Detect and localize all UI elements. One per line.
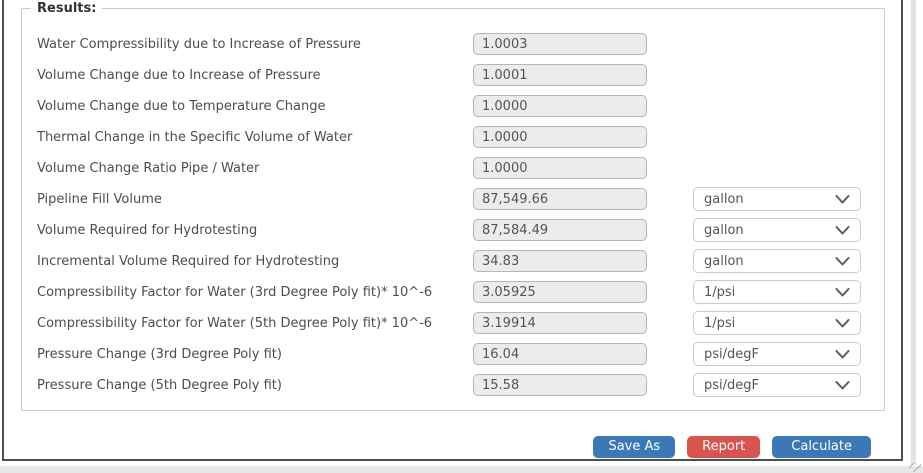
result-value-input[interactable] bbox=[473, 64, 647, 86]
result-label: Compressibility Factor for Water (5th De… bbox=[37, 315, 433, 331]
result-value-input[interactable] bbox=[473, 188, 647, 210]
unit-select[interactable]: gallon bbox=[693, 187, 861, 211]
result-label: Pressure Change (5th Degree Poly fit) bbox=[37, 377, 282, 393]
result-value-input[interactable] bbox=[473, 343, 647, 365]
unit-select[interactable]: psi/degF bbox=[693, 373, 861, 397]
results-legend-text: Results: bbox=[37, 1, 97, 16]
report-button[interactable]: Report bbox=[687, 436, 761, 458]
chevron-down-icon bbox=[835, 225, 850, 235]
unit-select-value: psi/degF bbox=[704, 346, 759, 362]
result-value-input[interactable] bbox=[473, 281, 647, 303]
result-row: Volume Change due to Temperature Change bbox=[37, 94, 884, 118]
result-row: Pressure Change (3rd Degree Poly fit) ps… bbox=[37, 342, 884, 366]
result-value-input[interactable] bbox=[473, 157, 647, 179]
result-label: Pressure Change (3rd Degree Poly fit) bbox=[37, 346, 282, 362]
chevron-down-icon bbox=[835, 349, 850, 359]
calculate-button[interactable]: Calculate bbox=[772, 436, 871, 458]
result-row: Thermal Change in the Specific Volume of… bbox=[37, 125, 884, 149]
chevron-down-icon bbox=[835, 287, 850, 297]
unit-select[interactable]: 1/psi bbox=[693, 280, 861, 304]
unit-select-value: gallon bbox=[704, 253, 744, 269]
result-label: Incremental Volume Required for Hydrotes… bbox=[37, 253, 340, 269]
result-row: Pressure Change (5th Degree Poly fit) ps… bbox=[37, 373, 884, 397]
result-value-input[interactable] bbox=[473, 219, 647, 241]
chevron-down-icon bbox=[835, 256, 850, 266]
unit-select-value: psi/degF bbox=[704, 377, 759, 393]
result-value-input[interactable] bbox=[473, 374, 647, 396]
result-row: Incremental Volume Required for Hydrotes… bbox=[37, 249, 884, 273]
result-value-input[interactable] bbox=[473, 126, 647, 148]
unit-select[interactable]: gallon bbox=[693, 218, 861, 242]
unit-select-value: gallon bbox=[704, 191, 744, 207]
horizontal-scrollbar-track[interactable] bbox=[0, 466, 923, 473]
result-label: Thermal Change in the Specific Volume of… bbox=[37, 129, 353, 145]
action-bar: Save As Report Calculate bbox=[593, 436, 871, 458]
result-label: Water Compressibility due to Increase of… bbox=[37, 36, 361, 52]
result-value-input[interactable] bbox=[473, 250, 647, 272]
unit-select[interactable]: 1/psi bbox=[693, 311, 861, 335]
result-label: Volume Change due to Increase of Pressur… bbox=[37, 67, 321, 83]
result-row: Water Compressibility due to Increase of… bbox=[37, 32, 884, 56]
chevron-down-icon bbox=[835, 318, 850, 328]
unit-select-value: gallon bbox=[704, 222, 744, 238]
result-row: Volume Required for Hydrotesting gallon bbox=[37, 218, 884, 242]
resize-grip[interactable] bbox=[909, 463, 921, 472]
results-legend: Results: bbox=[31, 1, 102, 16]
result-row: Volume Change Ratio Pipe / Water bbox=[37, 156, 884, 180]
save-as-button[interactable]: Save As bbox=[593, 436, 676, 458]
results-fieldset: Results: Water Compressibility due to In… bbox=[21, 1, 885, 411]
unit-select[interactable]: gallon bbox=[693, 249, 861, 273]
unit-select[interactable]: psi/degF bbox=[693, 342, 861, 366]
unit-select-value: 1/psi bbox=[704, 284, 736, 300]
result-label: Volume Change due to Temperature Change bbox=[37, 98, 326, 114]
calculator-panel: Results: Water Compressibility due to In… bbox=[2, 0, 903, 461]
result-label: Volume Change Ratio Pipe / Water bbox=[37, 160, 260, 176]
result-label: Pipeline Fill Volume bbox=[37, 191, 162, 207]
result-value-input[interactable] bbox=[473, 95, 647, 117]
result-row: Compressibility Factor for Water (3rd De… bbox=[37, 280, 884, 304]
result-row: Pipeline Fill Volume gallon bbox=[37, 187, 884, 211]
result-row: Compressibility Factor for Water (5th De… bbox=[37, 311, 884, 335]
chevron-down-icon bbox=[835, 380, 850, 390]
chevron-down-icon bbox=[835, 194, 850, 204]
result-label: Volume Required for Hydrotesting bbox=[37, 222, 258, 238]
result-label: Compressibility Factor for Water (3rd De… bbox=[37, 284, 433, 300]
result-value-input[interactable] bbox=[473, 312, 647, 334]
unit-select-value: 1/psi bbox=[704, 315, 736, 331]
results-rows: Water Compressibility due to Increase of… bbox=[22, 16, 884, 397]
vertical-scrollbar-track[interactable] bbox=[911, 0, 916, 465]
result-value-input[interactable] bbox=[473, 33, 647, 55]
result-row: Volume Change due to Increase of Pressur… bbox=[37, 63, 884, 87]
